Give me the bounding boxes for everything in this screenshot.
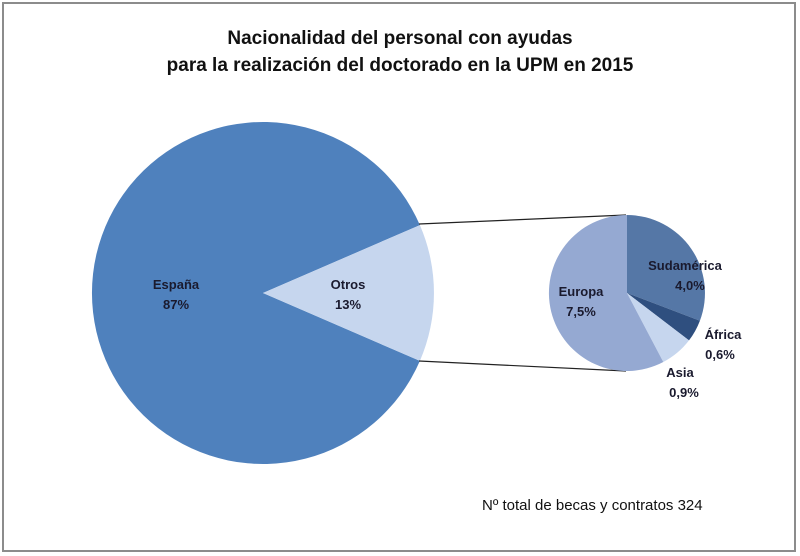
chart-title-line2: para la realización del doctorado en la …	[166, 55, 634, 76]
slice-asia	[627, 293, 689, 362]
label-espana-pct: 87%	[163, 297, 189, 312]
label-sudamerica-name: Sudamérica	[648, 258, 722, 273]
total-note: Nº total de becas y contratos 324	[482, 497, 703, 514]
label-asia-name: Asia	[666, 365, 694, 380]
label-otros-pct: 13%	[335, 297, 361, 312]
slice-europa	[548, 214, 664, 371]
chart-title-line1: Nacionalidad del personal con ayudas	[227, 28, 573, 49]
connector-line-top	[418, 214, 627, 225]
slice-otros	[263, 225, 434, 361]
label-espana-name: España	[153, 277, 200, 292]
label-europa-pct: 7,5%	[566, 304, 596, 319]
label-asia-pct: 0,9%	[669, 385, 699, 400]
label-africa-name: África	[705, 327, 743, 342]
slice-espana	[91, 121, 420, 464]
slice-sudamerica	[627, 215, 705, 321]
connector-line-bottom	[418, 360, 627, 372]
label-europa-name: Europa	[559, 284, 605, 299]
slice-africa	[627, 293, 700, 341]
label-otros-name: Otros	[331, 277, 366, 292]
label-sudamerica-pct: 4,0%	[675, 278, 705, 293]
label-africa-pct: 0,6%	[705, 347, 735, 362]
